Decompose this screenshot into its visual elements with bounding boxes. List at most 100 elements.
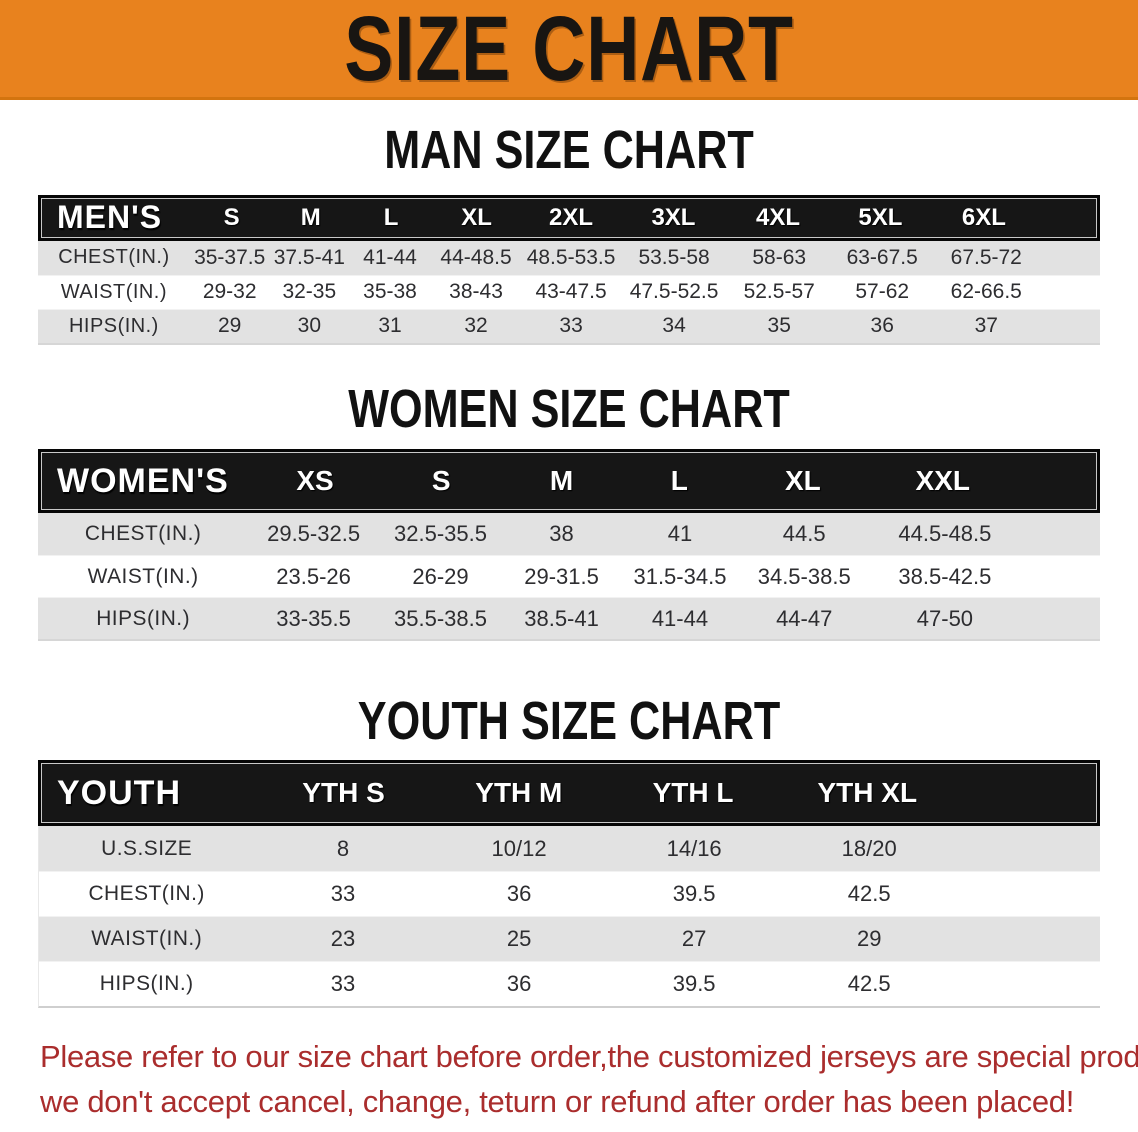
youth-section-title: YOUTH SIZE CHART [357, 691, 781, 752]
men-size-table: MEN'S S M L XL 2XL 3XL 4XL 5XL 6XL CHEST… [38, 194, 1100, 345]
women-size-section: WOMEN SIZE CHART WOMEN'S XS S M L XL XXL… [0, 378, 1138, 642]
table-cell: 42.5 [847, 881, 891, 907]
table-cell: 8 [336, 835, 350, 861]
table-cell: 44.5 [782, 521, 826, 547]
table-cell: 29-31.5 [524, 563, 599, 589]
table-cell: 10/12 [491, 835, 547, 861]
spacer-cell [957, 872, 1100, 916]
table-cell: 29.5-32.5 [267, 521, 361, 547]
table-cell: 39.5 [672, 971, 716, 997]
spacer-cell [1020, 556, 1100, 597]
row-label: HIPS(IN.) [69, 314, 159, 337]
table-cell: 29 [856, 926, 882, 952]
table-cell: 38 [549, 521, 574, 547]
men-col-s: S [223, 203, 240, 231]
table-cell: 44.5-48.5 [898, 521, 992, 547]
men-col-5xl: 5XL [858, 203, 903, 231]
table-cell: 52.5-57 [743, 280, 815, 304]
spacer-cell [1018, 452, 1097, 510]
men-col-xl: XL [461, 203, 492, 231]
youth-col-m: YTH M [475, 777, 563, 809]
row-label: WAIST(IN.) [91, 927, 203, 951]
row-label: WAIST(IN.) [60, 280, 167, 303]
spacer-cell [954, 763, 1097, 823]
youth-col-s: YTH S [302, 777, 385, 809]
table-cell: 35-37.5 [194, 245, 266, 269]
table-cell: 36 [506, 881, 532, 907]
table-cell: 53.5-58 [638, 245, 710, 269]
table-cell: 32.5-35.5 [394, 521, 487, 547]
row-label: CHEST(IN.) [58, 246, 170, 269]
table-cell: 33-35.5 [276, 605, 351, 631]
spacer-cell [957, 962, 1100, 1006]
row-label: HIPS(IN.) [99, 972, 194, 996]
table-cell: 14/16 [666, 835, 722, 861]
table-cell: 42.5 [847, 971, 891, 997]
table-cell: 33 [330, 971, 356, 997]
table-cell: 39.5 [672, 881, 716, 907]
row-label: CHEST(IN.) [84, 522, 202, 546]
men-waist-row: WAIST(IN.) 29-32 32-35 35-38 38-43 43-47… [38, 274, 1100, 309]
men-col-2xl: 2XL [549, 203, 594, 231]
table-cell: 23 [330, 926, 356, 952]
table-cell: 29 [218, 314, 242, 338]
table-cell: 31 [378, 314, 402, 338]
men-col-l: L [383, 203, 399, 231]
women-col-m: M [549, 465, 574, 497]
youth-waist-row: WAIST(IN.) 23 25 27 29 [39, 916, 1100, 962]
table-cell: 26-29 [412, 563, 469, 589]
table-cell: 35-38 [363, 280, 417, 304]
table-cell: 31.5-34.5 [633, 563, 727, 589]
men-col-m: M [300, 203, 321, 231]
disclaimer: Please refer to our size chart before or… [40, 1034, 1138, 1124]
table-cell: 36 [506, 971, 532, 997]
table-cell: 67.5-72 [950, 245, 1022, 269]
table-cell: 47.5-52.5 [629, 280, 719, 304]
table-cell: 33 [559, 314, 583, 338]
table-cell: 29-32 [202, 280, 257, 304]
table-cell: 58-63 [752, 245, 807, 269]
men-col-6xl: 6XL [961, 203, 1006, 231]
table-cell: 62-66.5 [950, 280, 1022, 304]
women-chest-row: CHEST(IN.) 29.5-32.5 32.5-35.5 38 41 44.… [38, 513, 1100, 556]
table-cell: 41 [667, 521, 693, 547]
table-cell: 38.5-42.5 [898, 563, 992, 589]
table-cell: 38-43 [449, 280, 503, 304]
men-table-label: MEN'S [57, 199, 163, 236]
table-cell: 36 [870, 314, 894, 338]
table-cell: 47-50 [916, 605, 974, 631]
spacer-cell [1039, 310, 1100, 343]
table-cell: 41-44 [363, 245, 417, 269]
table-cell: 44-48.5 [440, 245, 512, 269]
table-cell: 41-44 [651, 605, 709, 631]
disclaimer-line-2: we don't accept cancel, change, teturn o… [40, 1084, 1075, 1120]
women-waist-row: WAIST(IN.) 23.5-26 26-29 29-31.5 31.5-34… [38, 555, 1100, 598]
table-cell: 63-67.5 [846, 245, 918, 269]
spacer-cell [1039, 276, 1100, 309]
table-cell: 43-47.5 [535, 280, 607, 304]
table-cell: 37 [974, 314, 998, 338]
women-col-s: S [431, 465, 451, 497]
men-section-title: MAN SIZE CHART [384, 120, 754, 180]
men-col-3xl: 3XL [651, 203, 696, 231]
table-cell: 35 [767, 314, 791, 338]
spacer-cell [1039, 241, 1100, 275]
youth-col-l: YTH L [652, 777, 734, 809]
table-cell: 33 [330, 881, 356, 907]
youth-hips-row: HIPS(IN.) 33 36 39.5 42.5 [39, 961, 1100, 1007]
table-cell: 18/20 [841, 835, 897, 861]
table-cell: 57-62 [855, 280, 910, 304]
table-cell: 37.5-41 [273, 245, 345, 269]
table-cell: 44-47 [776, 605, 833, 631]
table-cell: 32-35 [282, 280, 337, 304]
spacer-cell [1020, 513, 1100, 555]
women-section-title: WOMEN SIZE CHART [348, 378, 790, 439]
women-col-xl: XL [784, 465, 821, 497]
table-cell: 35.5-38.5 [394, 605, 487, 631]
men-table-header-row: MEN'S S M L XL 2XL 3XL 4XL 5XL 6XL [38, 194, 1100, 241]
women-col-xxl: XXL [915, 465, 970, 497]
women-table-header-row: WOMEN'S XS S M L XL XXL [38, 449, 1100, 514]
size-chart-banner: SIZE CHART [0, 0, 1138, 100]
spacer-cell [1037, 198, 1097, 238]
youth-col-xl: YTH XL [817, 777, 918, 809]
